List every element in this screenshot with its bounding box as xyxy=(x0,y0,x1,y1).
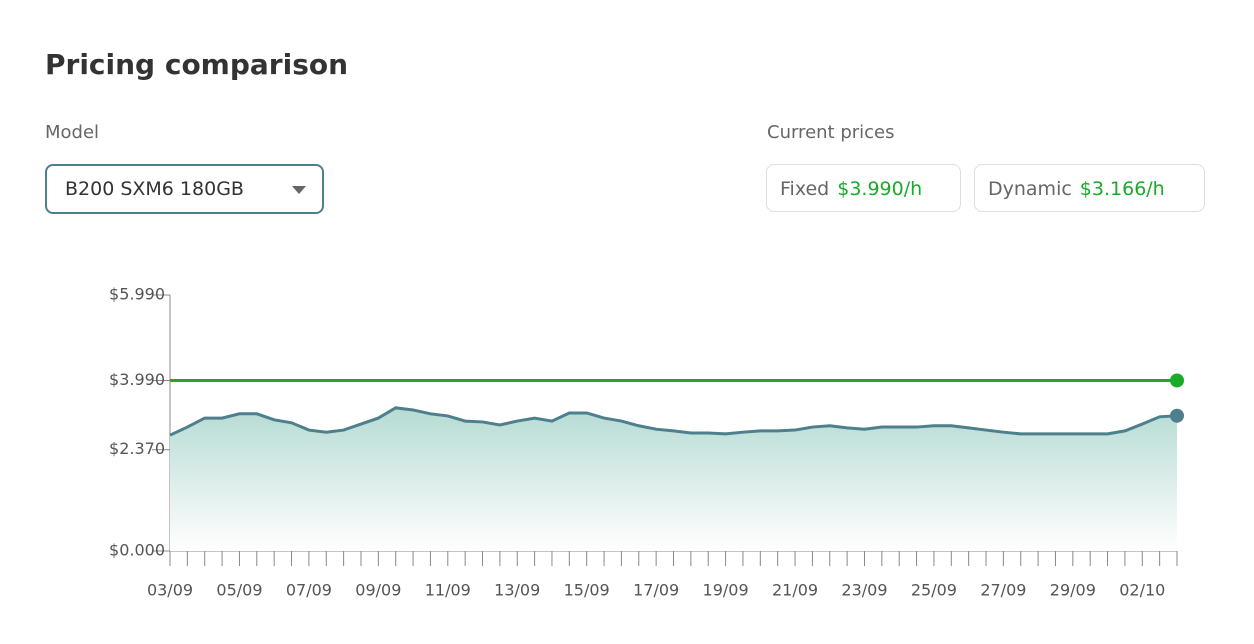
x-tick-label: 23/09 xyxy=(841,581,887,600)
end-dot xyxy=(1170,408,1184,423)
x-tick-label: 25/09 xyxy=(911,581,957,600)
x-tick-label: 02/10 xyxy=(1119,581,1165,600)
price-name: Dynamic xyxy=(988,178,1072,200)
y-tick-label: $0.000 xyxy=(109,541,165,560)
y-tick-label: $2.370 xyxy=(109,439,165,458)
dynamic-price: Dynamic $3.166/h xyxy=(974,164,1205,212)
x-tick-label: 13/09 xyxy=(494,581,540,600)
x-tick-label: 29/09 xyxy=(1050,581,1096,600)
dropdown-arrow xyxy=(292,186,306,194)
x-tick-label: 15/09 xyxy=(564,581,610,600)
dropdown-value: B200 SXM6 180GB xyxy=(65,178,244,200)
y-tick-label: $5.990 xyxy=(109,285,165,304)
end-dot xyxy=(1170,373,1184,388)
x-tick-label: 27/09 xyxy=(980,581,1026,600)
area xyxy=(170,407,1177,551)
x-tick-label: 05/09 xyxy=(216,581,262,600)
x-tick-label: 09/09 xyxy=(355,581,401,600)
price-value: $3.990/h xyxy=(837,178,923,200)
x-tick-label: 03/09 xyxy=(147,581,193,600)
x-tick-label: 19/09 xyxy=(703,581,749,600)
model-label: Model xyxy=(45,122,100,143)
fixed-price: Fixed $3.990/h xyxy=(766,164,961,212)
model-dropdown[interactable]: B200 SXM6 180GB xyxy=(45,164,324,214)
prices-label: Current prices xyxy=(767,122,895,143)
x-tick-label: 07/09 xyxy=(286,581,332,600)
line xyxy=(169,406,1178,437)
title: Pricing comparison xyxy=(45,48,349,81)
x-tick-label: 17/09 xyxy=(633,581,679,600)
y-tick-label: $3.990 xyxy=(109,370,165,389)
x-tick-label: 11/09 xyxy=(425,581,471,600)
x-tick-label: 21/09 xyxy=(772,581,818,600)
price-value: $3.166/h xyxy=(1079,178,1165,200)
price-name: Fixed xyxy=(780,178,830,200)
